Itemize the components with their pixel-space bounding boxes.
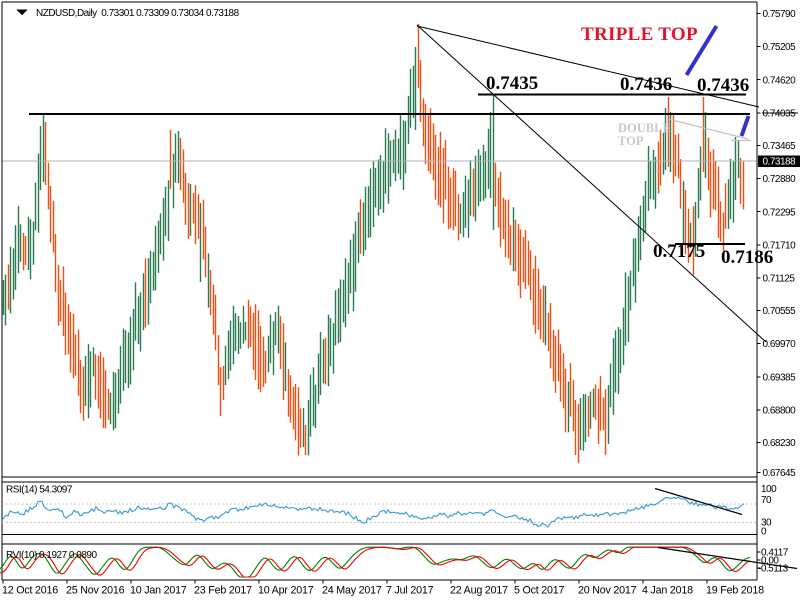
svg-text:0.68800: 0.68800 (763, 406, 797, 417)
svg-text:0.4117: 0.4117 (761, 547, 789, 558)
svg-text:0.69970: 0.69970 (763, 339, 797, 350)
svg-text:0.7436: 0.7436 (697, 75, 749, 96)
svg-text:100: 100 (761, 484, 777, 495)
svg-text:19 Feb 2018: 19 Feb 2018 (706, 585, 764, 597)
svg-text:NZDUSD,Daily 0.73301 0.73309: NZDUSD,Daily 0.73301 0.73309 0.73034 0.7… (36, 8, 240, 19)
svg-text:DOUBLE: DOUBLE (618, 121, 671, 135)
svg-text:0.7435: 0.7435 (486, 73, 538, 94)
svg-text:0: 0 (761, 527, 767, 538)
svg-text:25 Nov 2016: 25 Nov 2016 (66, 585, 125, 597)
svg-text:0.72295: 0.72295 (763, 207, 797, 218)
svg-text:0.74620: 0.74620 (763, 75, 797, 86)
svg-text:TOP: TOP (618, 134, 644, 148)
svg-text:TRIPLE TOP: TRIPLE TOP (581, 24, 698, 45)
svg-text:0.74035: 0.74035 (763, 109, 797, 120)
svg-text:10 Jan 2017: 10 Jan 2017 (130, 585, 187, 597)
svg-text:0.7436: 0.7436 (620, 74, 672, 95)
svg-text:5 Oct 2017: 5 Oct 2017 (514, 585, 565, 597)
svg-text:0.71125: 0.71125 (763, 274, 796, 285)
svg-text:0.7175: 0.7175 (653, 241, 705, 262)
svg-text:0.73465: 0.73465 (763, 141, 797, 152)
svg-text:24 May 2017: 24 May 2017 (322, 585, 382, 597)
svg-text:12 Oct 2016: 12 Oct 2016 (2, 585, 58, 597)
svg-text:7 Jul 2017: 7 Jul 2017 (386, 585, 434, 597)
svg-text:0.75790: 0.75790 (763, 9, 797, 20)
svg-text:70: 70 (761, 495, 772, 506)
svg-text:4 Jan 2018: 4 Jan 2018 (642, 585, 693, 597)
svg-text:RSI(14) 54.3097: RSI(14) 54.3097 (6, 485, 73, 496)
svg-text:10 Apr 2017: 10 Apr 2017 (258, 585, 314, 597)
svg-text:0.72880: 0.72880 (763, 174, 797, 185)
svg-text:22 Aug 2017: 22 Aug 2017 (450, 585, 508, 597)
svg-text:RVI(10) 0.1927 0.0890: RVI(10) 0.1927 0.0890 (6, 550, 97, 561)
svg-text:-0.5113: -0.5113 (758, 563, 789, 574)
svg-text:0.75205: 0.75205 (763, 42, 797, 53)
svg-text:23 Feb 2017: 23 Feb 2017 (194, 585, 252, 597)
svg-text:0.67645: 0.67645 (763, 468, 797, 479)
svg-text:20 Nov 2017: 20 Nov 2017 (578, 585, 637, 597)
svg-text:0.71710: 0.71710 (763, 241, 797, 252)
svg-text:30: 30 (761, 518, 772, 529)
svg-text:0.00: 0.00 (761, 555, 779, 566)
svg-text:0.70555: 0.70555 (763, 306, 797, 317)
svg-text:0.7186: 0.7186 (721, 247, 773, 268)
svg-text:0.69385: 0.69385 (763, 372, 797, 383)
svg-text:0.73188: 0.73188 (763, 157, 797, 168)
svg-text:0.68230: 0.68230 (763, 438, 797, 449)
